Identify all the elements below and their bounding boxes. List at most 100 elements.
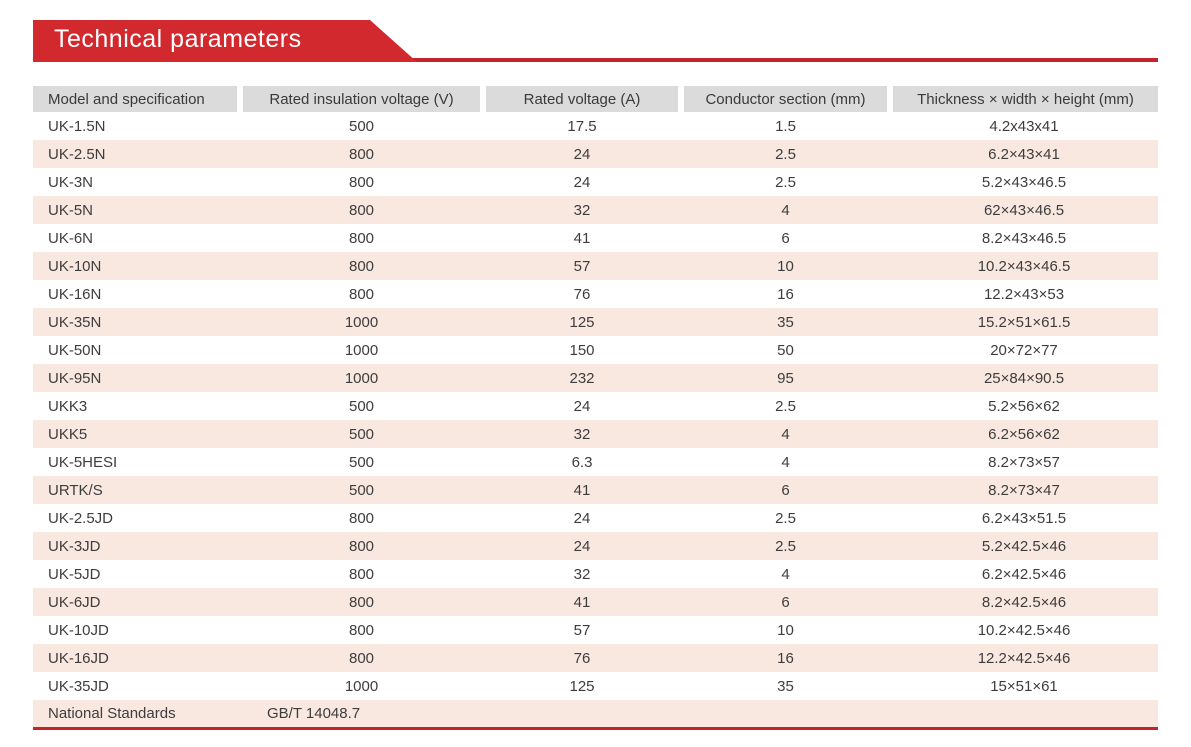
footer-label: National Standards (33, 700, 240, 730)
table-row: UK-5N 800 32 4 62×43×46.5 (33, 196, 1158, 224)
table-cell: 500 (240, 420, 483, 448)
table-cell: 500 (348, 117, 375, 135)
column-header-rated-voltage: Rated voltage (A) (480, 86, 681, 112)
table-cell: 6.2×56×62 (890, 420, 1158, 448)
table-cell: 125 (483, 308, 681, 336)
table-cell: 25×84×90.5 (890, 364, 1158, 392)
table-row: UK-3JD 800 24 2.5 5.2×42.5×46 (33, 532, 1158, 560)
table-row: UK-10N 800 57 10 10.2×43×46.5 (33, 252, 1158, 280)
table-cell: 17.5 (567, 117, 597, 135)
table-body: UK-1.5N 500 17.5 1.5 4.2x43x41 UK-2.5N 800 24 2.… (33, 112, 1158, 700)
table-cell: 32 (483, 196, 681, 224)
table-cell: 2.5 (775, 397, 796, 415)
table-cell: 57 (573, 621, 591, 639)
table-cell: 41 (483, 476, 681, 504)
table-cell: 16 (777, 285, 794, 303)
table-row: UK-35JD 1000 125 35 15×51×61 (33, 672, 1158, 700)
table-row: UK-2.5N 800 24 2.5 6.2×43×41 (33, 140, 1158, 168)
table-cell: 2.5 (775, 509, 796, 527)
table-cell: 4 (781, 565, 790, 583)
table-cell: 76 (483, 644, 681, 672)
table-cell: 4.2x43x41 (989, 117, 1059, 135)
table-cell: 800 (240, 140, 483, 168)
table-cell: 41 (573, 229, 591, 247)
table-row: URTK/S 500 41 6 8.2×73×47 (33, 476, 1158, 504)
table-row: UK-2.5JD 800 24 2.5 6.2×43×51.5 (33, 504, 1158, 532)
table-cell: 24 (573, 173, 591, 191)
table-row: UK-3N 800 24 2.5 5.2×43×46.5 (33, 168, 1158, 196)
table-cell: 1000 (240, 308, 483, 336)
table-cell: 800 (240, 196, 483, 224)
table-cell: 1.5 (775, 117, 796, 135)
table-cell: UK-5HESI (48, 453, 118, 471)
table-cell: 1000 (344, 677, 379, 695)
table-cell: 6 (781, 229, 790, 247)
table-cell: 4 (781, 453, 790, 471)
banner-underline (33, 58, 1158, 62)
table-row: UK-5HESI 500 6.3 4 8.2×73×57 (33, 448, 1158, 476)
national-standards-row: National Standards GB/T 14048.7 (33, 700, 1158, 730)
table-cell: 35 (681, 308, 890, 336)
table-cell: UK-16JD (33, 644, 240, 672)
table-cell: 8.2×43×46.5 (981, 229, 1067, 247)
table-cell: UK-35N (33, 308, 240, 336)
column-header-model: Model and specification (33, 86, 240, 112)
table-cell: 10.2×43×46.5 (890, 252, 1158, 280)
table-cell: 800 (348, 173, 375, 191)
column-header-conductor-section: Conductor section (mm) (678, 86, 890, 112)
table-header: Model and specification Rated insulation… (33, 86, 1158, 112)
table-cell: 32 (483, 420, 681, 448)
footer-value: GB/T 14048.7 (240, 700, 483, 730)
table-cell: 35 (777, 677, 794, 695)
table-cell: 800 (348, 565, 375, 583)
technical-parameters-table: Model and specification Rated insulation… (33, 86, 1158, 730)
table-cell: 12.2×43×53 (983, 285, 1065, 303)
table-cell: 24 (573, 397, 591, 415)
table-cell: 2.5 (681, 140, 890, 168)
table-cell: 1000 (240, 364, 483, 392)
table-cell: 10 (681, 252, 890, 280)
table-cell: 20×72×77 (990, 341, 1058, 359)
table-cell: 50 (777, 341, 794, 359)
section-banner: Technical parameters (33, 20, 417, 62)
table-cell: 1000 (344, 341, 379, 359)
table-cell: 24 (573, 509, 591, 527)
table-cell: UK-6N (48, 229, 94, 247)
table-row: UK-35N 1000 125 35 15.2×51×61.5 (33, 308, 1158, 336)
table-cell: 8.2×73×47 (890, 476, 1158, 504)
table-cell: UK-50N (48, 341, 102, 359)
table-cell: URTK/S (33, 476, 240, 504)
footer-empty-cell (890, 700, 1158, 730)
table-cell: 2.5 (775, 173, 796, 191)
table-cell: 500 (348, 453, 375, 471)
section-header: Technical parameters (33, 20, 1158, 62)
table-cell: UK-3N (48, 173, 94, 191)
table-cell: 800 (348, 229, 375, 247)
table-cell: UK-10N (33, 252, 240, 280)
table-cell: 12.2×42.5×46 (890, 644, 1158, 672)
table-cell: 4 (681, 196, 890, 224)
table-cell: 95 (681, 364, 890, 392)
table-cell: UK-35JD (48, 677, 109, 695)
table-cell: 6.3 (571, 453, 593, 471)
table-row: UK-16N 800 76 16 12.2×43×53 (33, 280, 1158, 308)
table-cell: 125 (569, 677, 595, 695)
table-cell: UK-10JD (48, 621, 109, 639)
table-cell: 6.2×42.5×46 (981, 565, 1067, 583)
table-cell: 32 (573, 565, 591, 583)
table-row: UK-50N 1000 150 50 20×72×77 (33, 336, 1158, 364)
section-title: Technical parameters (54, 25, 302, 53)
table-cell: UK-2.5JD (48, 509, 114, 527)
table-cell: 62×43×46.5 (890, 196, 1158, 224)
table-cell: 6 (681, 476, 890, 504)
footer-empty-cell (681, 700, 890, 730)
table-row: UK-6JD 800 41 6 8.2×42.5×46 (33, 588, 1158, 616)
table-cell: UK-95N (33, 364, 240, 392)
table-cell: 800 (348, 509, 375, 527)
table-cell: 5.2×43×46.5 (981, 173, 1067, 191)
table-cell: 57 (483, 252, 681, 280)
table-cell: UK-16N (48, 285, 102, 303)
table-cell: 800 (348, 285, 375, 303)
table-cell: 41 (483, 588, 681, 616)
table-footer: National Standards GB/T 14048.7 (33, 700, 1158, 730)
